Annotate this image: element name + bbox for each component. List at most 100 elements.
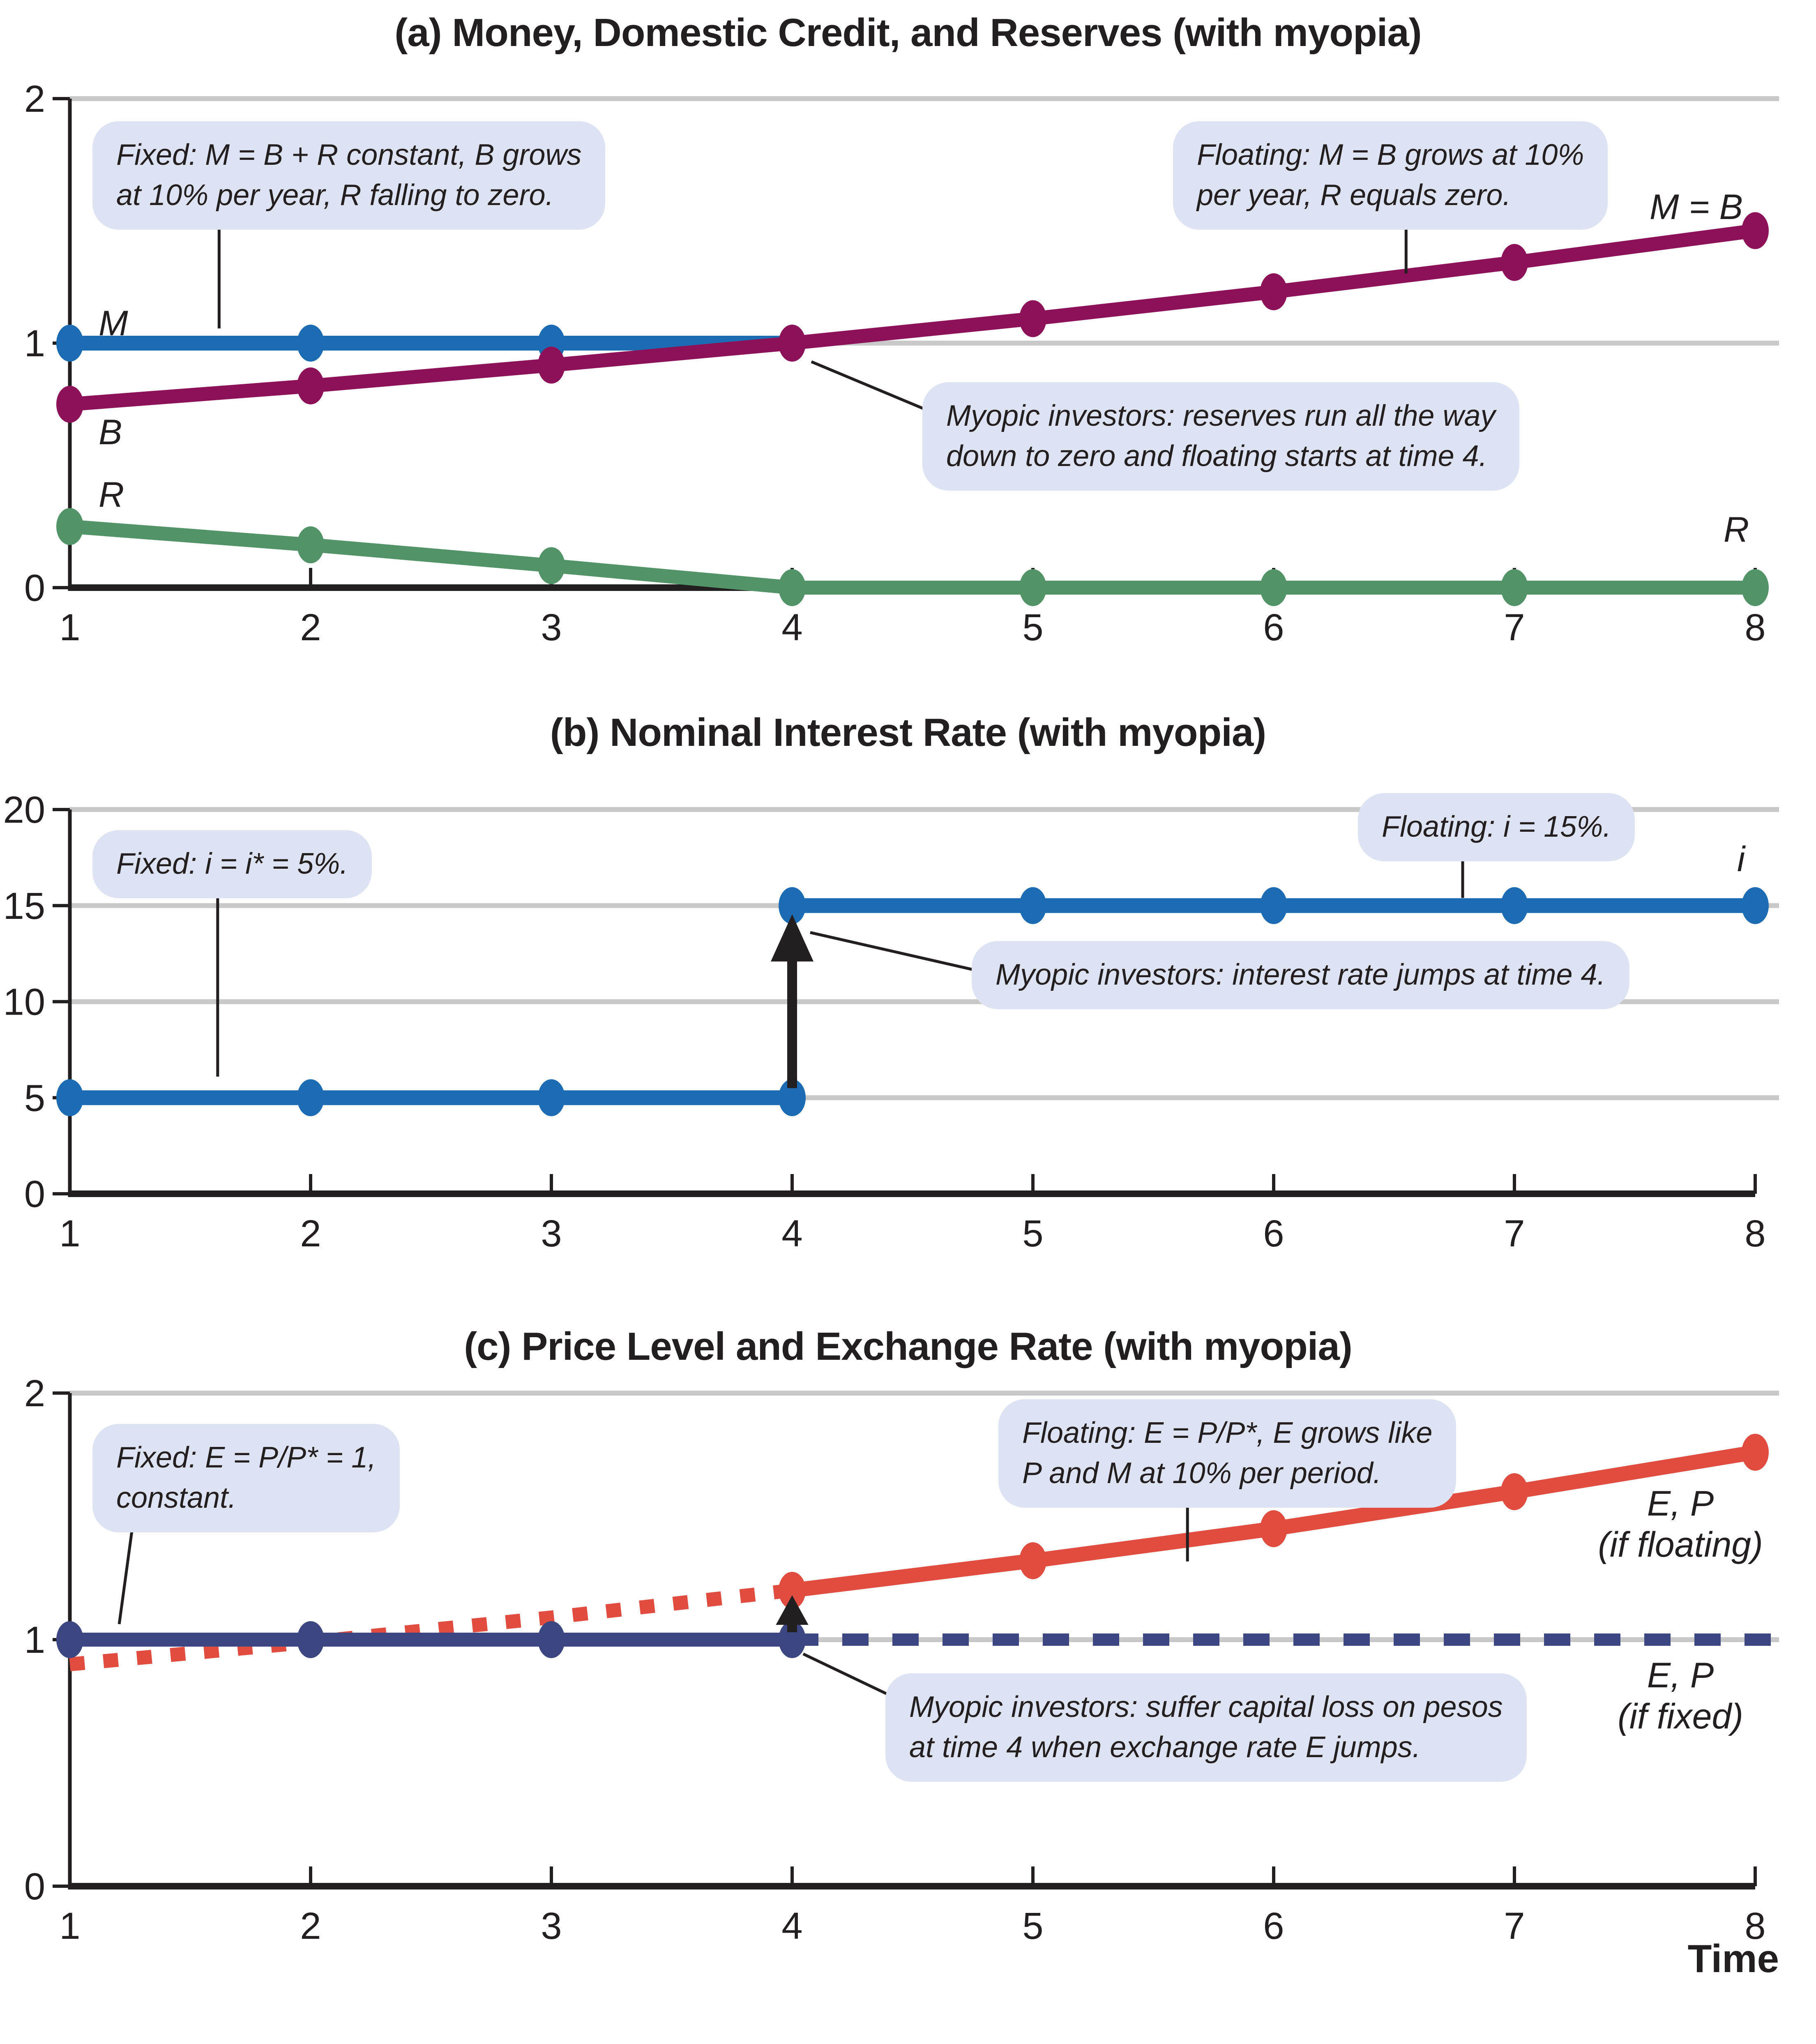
c-marker-exchange-rate-floating-solid-t4	[779, 1572, 806, 1609]
a-x-tick-label-2: 2	[300, 607, 321, 648]
c-y-tick-label-1: 1	[24, 1619, 45, 1661]
a-marker-reserves-R-t5	[1019, 569, 1046, 606]
a-marker-reserves-R-t3	[538, 547, 565, 584]
a-y-tick-label-1: 1	[24, 323, 45, 365]
b-x-tick-label-6: 6	[1263, 1213, 1284, 1255]
a-x-tick-label-4: 4	[781, 607, 802, 648]
panel-a-title: (a) Money, Domestic Credit, and Reserves…	[394, 11, 1422, 55]
b-x-tick-label-3: 3	[541, 1213, 562, 1255]
a-x-tick-label-6: 6	[1263, 607, 1284, 648]
b-y-tick-label-20: 20	[3, 789, 45, 831]
b-callout-leader-2	[810, 931, 979, 973]
callout-c-myopic-investors: Myopic investors: suffer capital loss on…	[885, 1673, 1527, 1782]
a-marker-domestic-credit-B-t5	[1019, 300, 1046, 337]
b-x-tick-label-2: 2	[300, 1213, 321, 1255]
b-marker-interest-rate-floating-t8	[1742, 887, 1769, 924]
callout-b-floating-regime: Floating: i = 15%.	[1358, 793, 1635, 861]
c-x-tick-label-4: 4	[781, 1905, 802, 1947]
c-x-tick-label-2: 2	[300, 1905, 321, 1947]
callout-a-floating-regime: Floating: M = B grows at 10% per year, R…	[1173, 121, 1608, 230]
c-marker-exchange-rate-fixed-solid-t2	[297, 1621, 324, 1658]
a-marker-money-M-t2	[297, 325, 324, 362]
a-x-tick-label-7: 7	[1504, 607, 1525, 648]
c-x-tick-label-8: 8	[1745, 1905, 1765, 1947]
b-y-tick-label-15: 15	[3, 885, 45, 927]
label-money-M: M	[99, 304, 128, 343]
b-marker-interest-rate-floating-t4	[779, 887, 806, 924]
callout-c-fixed-regime: Fixed: E = P/P* = 1, constant.	[92, 1424, 400, 1532]
a-marker-reserves-R-t4	[779, 569, 806, 606]
a-x-tick-label-1: 1	[59, 607, 80, 648]
a-marker-domestic-credit-B-t6	[1260, 273, 1287, 311]
label-M-equals-B: M = B	[1650, 187, 1743, 227]
c-x-tick-label-5: 5	[1022, 1905, 1043, 1947]
a-callout-leader-2	[811, 360, 931, 413]
c-x-tick-label-3: 3	[541, 1905, 562, 1947]
label-EP-if-floating: E, P (if floating)	[1598, 1484, 1763, 1564]
callout-a-myopic-investors: Myopic investors: reserves run all the w…	[922, 382, 1519, 491]
label-reserves-R: R	[99, 475, 124, 514]
a-marker-money-M-t1	[56, 325, 83, 362]
c-marker-exchange-rate-fixed-solid-t1	[56, 1621, 83, 1658]
a-marker-reserves-R-t6	[1260, 569, 1287, 606]
a-x-tick-label-8: 8	[1745, 607, 1765, 648]
b-x-tick-label-5: 5	[1022, 1213, 1043, 1255]
c-series-shadow-exchange-rate-dotted	[69, 1583, 793, 1671]
a-series-reserves-R	[69, 519, 1755, 595]
a-marker-reserves-R-t7	[1501, 569, 1528, 606]
c-marker-exchange-rate-floating-solid-t5	[1019, 1542, 1046, 1579]
a-marker-domestic-credit-B-t4	[779, 325, 806, 362]
label-interest-i: i	[1737, 840, 1745, 879]
b-y-tick-label-10: 10	[3, 981, 45, 1023]
b-x-tick-label-1: 1	[59, 1213, 80, 1255]
b-jump-arrow-head-0	[771, 914, 814, 962]
a-marker-domestic-credit-B-t2	[297, 367, 324, 405]
c-marker-exchange-rate-floating-solid-t6	[1260, 1510, 1287, 1547]
a-x-tick-label-3: 3	[541, 607, 562, 648]
c-y-tick-label-2: 2	[24, 1373, 45, 1414]
b-y-tick-label-0: 0	[24, 1173, 45, 1215]
a-marker-domestic-credit-B-t3	[538, 346, 565, 384]
panel-b-title: (b) Nominal Interest Rate (with myopia)	[550, 711, 1266, 754]
b-marker-interest-rate-floating-t5	[1019, 887, 1046, 924]
b-marker-interest-rate-floating-t7	[1501, 887, 1528, 924]
x-axis-title-time: Time	[1687, 1937, 1779, 1981]
a-marker-domestic-credit-B-t8	[1742, 212, 1769, 249]
c-marker-exchange-rate-floating-solid-t7	[1501, 1473, 1528, 1510]
b-x-tick-label-4: 4	[781, 1213, 802, 1255]
label-EP-if-fixed: E, P (if fixed)	[1618, 1656, 1743, 1736]
a-marker-reserves-R-t2	[297, 526, 324, 563]
callout-b-fixed-regime: Fixed: i = i* = 5%.	[92, 830, 372, 898]
a-series-domestic-credit-B	[69, 224, 1756, 411]
c-x-tick-label-7: 7	[1504, 1905, 1525, 1947]
c-callout-leader-0	[118, 1528, 134, 1624]
c-jump-arrow-head-0	[776, 1595, 809, 1625]
b-y-tick-label-5: 5	[24, 1077, 45, 1119]
b-marker-interest-rate-fixed-t3	[538, 1079, 565, 1117]
c-y-tick-label-0: 0	[24, 1866, 45, 1908]
a-y-tick-label-2: 2	[24, 78, 45, 120]
b-x-tick-label-8: 8	[1745, 1213, 1765, 1255]
a-marker-domestic-credit-B-t7	[1501, 244, 1528, 281]
c-marker-exchange-rate-fixed-solid-t3	[538, 1621, 565, 1658]
callout-c-floating-regime: Floating: E = P/P*, E grows like P and M…	[998, 1399, 1456, 1508]
c-marker-exchange-rate-floating-solid-t8	[1742, 1434, 1769, 1471]
a-marker-domestic-credit-B-t1	[56, 385, 83, 423]
a-x-tick-label-5: 5	[1022, 607, 1043, 648]
panel-c-title: (c) Price Level and Exchange Rate (with …	[464, 1324, 1353, 1368]
label-reserves-R-right: R	[1724, 510, 1749, 549]
c-callout-leader-2	[802, 1652, 894, 1698]
a-y-tick-label-0: 0	[24, 567, 45, 609]
b-marker-interest-rate-fixed-t2	[297, 1079, 324, 1117]
b-marker-interest-rate-fixed-t4	[779, 1079, 806, 1117]
c-x-tick-label-1: 1	[59, 1905, 80, 1947]
callout-a-fixed-regime: Fixed: M = B + R constant, B grows at 10…	[92, 121, 606, 230]
b-x-tick-label-7: 7	[1504, 1213, 1525, 1255]
callout-b-myopic-investors: Myopic investors: interest rate jumps at…	[972, 941, 1629, 1009]
b-marker-interest-rate-floating-t6	[1260, 887, 1287, 924]
a-marker-reserves-R-t1	[56, 508, 83, 545]
c-x-tick-label-6: 6	[1263, 1905, 1284, 1947]
a-marker-reserves-R-t8	[1742, 569, 1769, 606]
